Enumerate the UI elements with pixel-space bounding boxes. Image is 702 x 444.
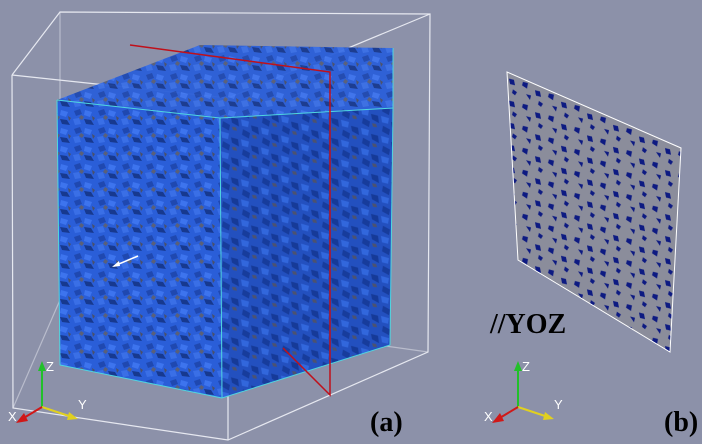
y-head [67, 412, 78, 420]
y-label: Y [554, 397, 563, 412]
panel-label: (a) [370, 407, 403, 438]
plane-label: //YOZ [489, 309, 566, 340]
x-head [492, 413, 504, 423]
z-head [514, 361, 522, 371]
y-label: Y [78, 397, 87, 412]
z-label: Z [46, 359, 54, 374]
y-axis [42, 407, 72, 417]
y-axis [518, 407, 548, 417]
x-head [16, 413, 28, 423]
x-label: X [8, 409, 17, 424]
y-head [543, 412, 554, 420]
cube-side [220, 108, 393, 398]
figure: //YOZ (a) (b) Z Y X Z Y X [0, 0, 702, 444]
z-label: Z [522, 359, 530, 374]
z-head [38, 361, 46, 371]
panel-label: (b) [664, 407, 698, 438]
cube [57, 45, 393, 398]
x-label: X [484, 409, 493, 424]
page: {"panels": [ {"label": "(a)", "axes": {"… [0, 0, 702, 444]
cube-front [57, 100, 222, 398]
